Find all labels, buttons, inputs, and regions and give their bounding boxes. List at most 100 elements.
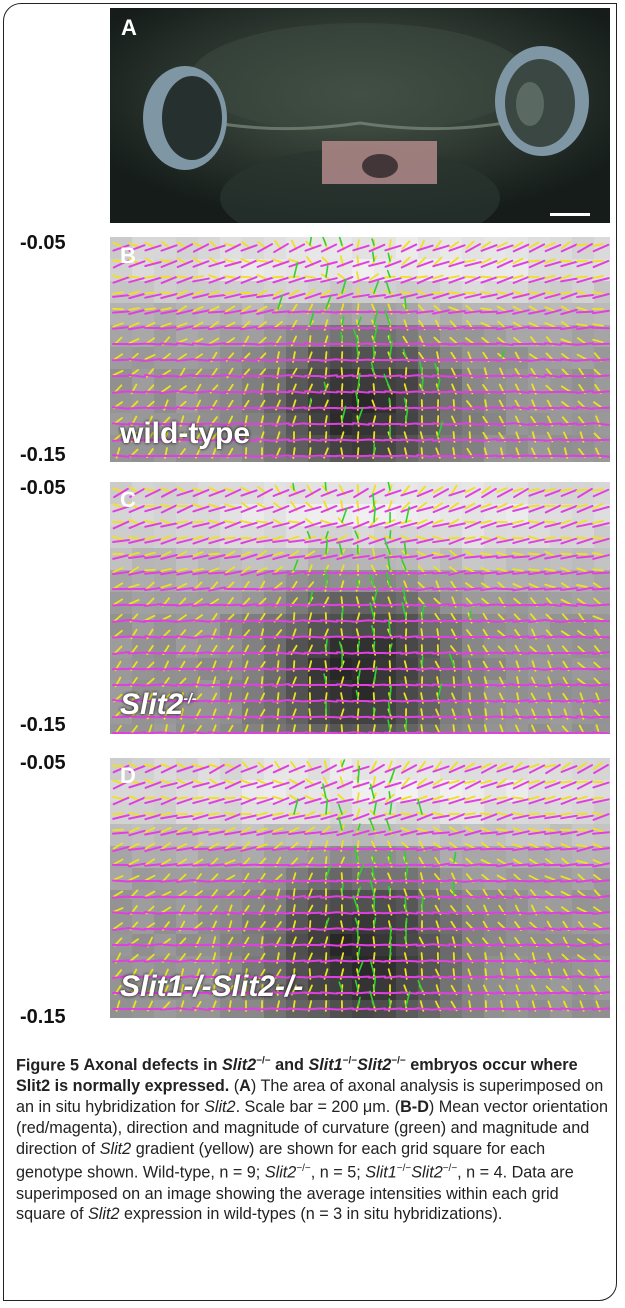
intensity-cell [594,391,610,414]
orientation-vector [512,406,530,410]
orientation-vector [112,699,130,703]
orientation-vector [544,603,562,607]
intensity-cell [528,457,551,462]
orientation-vector [576,438,594,442]
intensity-cell [264,614,287,637]
gradient-vector [176,241,188,249]
orientation-vector [512,715,530,719]
orientation-vector [208,731,226,734]
gradient-vector [192,257,204,265]
gradient-vector [480,552,492,556]
gradient-vector [480,827,492,833]
orientation-vector [144,863,162,867]
curvature-vector [389,685,392,699]
gradient-vector [128,275,140,279]
orientation-vector [496,438,514,442]
intensity-cell [220,824,243,847]
intensity-cell [528,592,551,615]
gradient-vector [512,843,524,849]
orientation-vector [256,505,274,513]
orientation-vector [592,259,610,269]
curvature-vector [341,507,348,523]
gradient-vector [576,536,588,540]
orientation-vector [352,276,370,284]
intensity-cell [396,846,419,869]
orientation-vector [384,374,402,378]
gradient-vector [224,827,236,833]
orientation-vector [512,325,530,331]
orientation-vector [512,667,530,671]
orientation-vector [160,927,178,931]
orientation-vector [464,814,482,820]
orientation-vector [288,555,306,559]
intensity-cell [352,457,375,462]
orientation-vector [144,895,162,899]
intensity-cell [440,303,463,326]
orientation-vector [480,276,498,284]
orientation-vector [464,847,482,851]
gradient-vector [224,305,236,313]
intensity-cell [440,824,463,847]
orientation-vector [128,244,146,252]
orientation-vector [448,797,466,805]
orientation-vector [240,489,258,497]
gradient-vector [208,519,220,525]
orientation-vector [304,765,322,773]
orientation-vector [480,911,498,915]
gradient-vector [496,567,508,573]
intensity-cell [572,281,595,304]
orientation-vector [208,554,226,560]
curvature-vector [338,981,343,991]
intensity-cell [462,614,485,637]
gradient-vector [448,536,460,540]
gradient-vector [560,598,572,606]
gradient-vector [240,826,252,834]
intensity-cell [110,702,133,725]
orientation-vector [192,847,210,851]
orientation-vector [257,243,273,253]
orientation-vector [352,374,370,378]
orientation-vector [560,390,578,394]
curvature-vector [371,251,375,262]
orientation-vector [384,781,402,789]
gradient-vector [177,873,187,883]
orientation-vector [432,699,450,703]
intensity-cell [484,614,507,637]
orientation-vector [448,537,466,545]
intensity-cell [374,592,397,615]
intensity-cell [242,912,265,935]
curvature-vector [386,571,391,587]
gradient-vector [160,259,172,263]
gradient-vector [464,486,476,494]
orientation-vector [336,798,354,804]
orientation-vector [304,538,322,544]
gradient-vector [560,890,572,898]
gradient-vector [528,795,540,801]
orientation-vector [384,505,402,513]
orientation-vector [272,454,290,458]
intensity-cell [264,281,287,304]
gradient-vector [208,598,220,606]
orientation-vector [320,797,338,805]
orientation-vector [160,943,178,947]
orientation-vector [592,667,610,671]
intensity-cell [198,702,221,725]
orientation-vector [240,454,258,458]
orientation-vector [112,619,130,623]
orientation-vector [304,488,322,498]
orientation-vector [512,619,530,623]
intensity-cell [132,592,155,615]
orientation-vector [240,991,258,995]
intensity-cell [308,802,331,825]
gradient-vector [192,796,204,800]
intensity-cell [352,435,375,458]
gradient-vector [145,677,155,687]
intensity-cell [330,457,353,462]
orientation-vector [352,438,370,442]
orientation-vector [496,309,514,315]
orientation-vector [128,555,146,559]
orientation-vector [128,538,146,544]
orientation-vector [128,635,146,639]
gradient-vector [176,778,188,786]
orientation-vector [560,422,578,426]
